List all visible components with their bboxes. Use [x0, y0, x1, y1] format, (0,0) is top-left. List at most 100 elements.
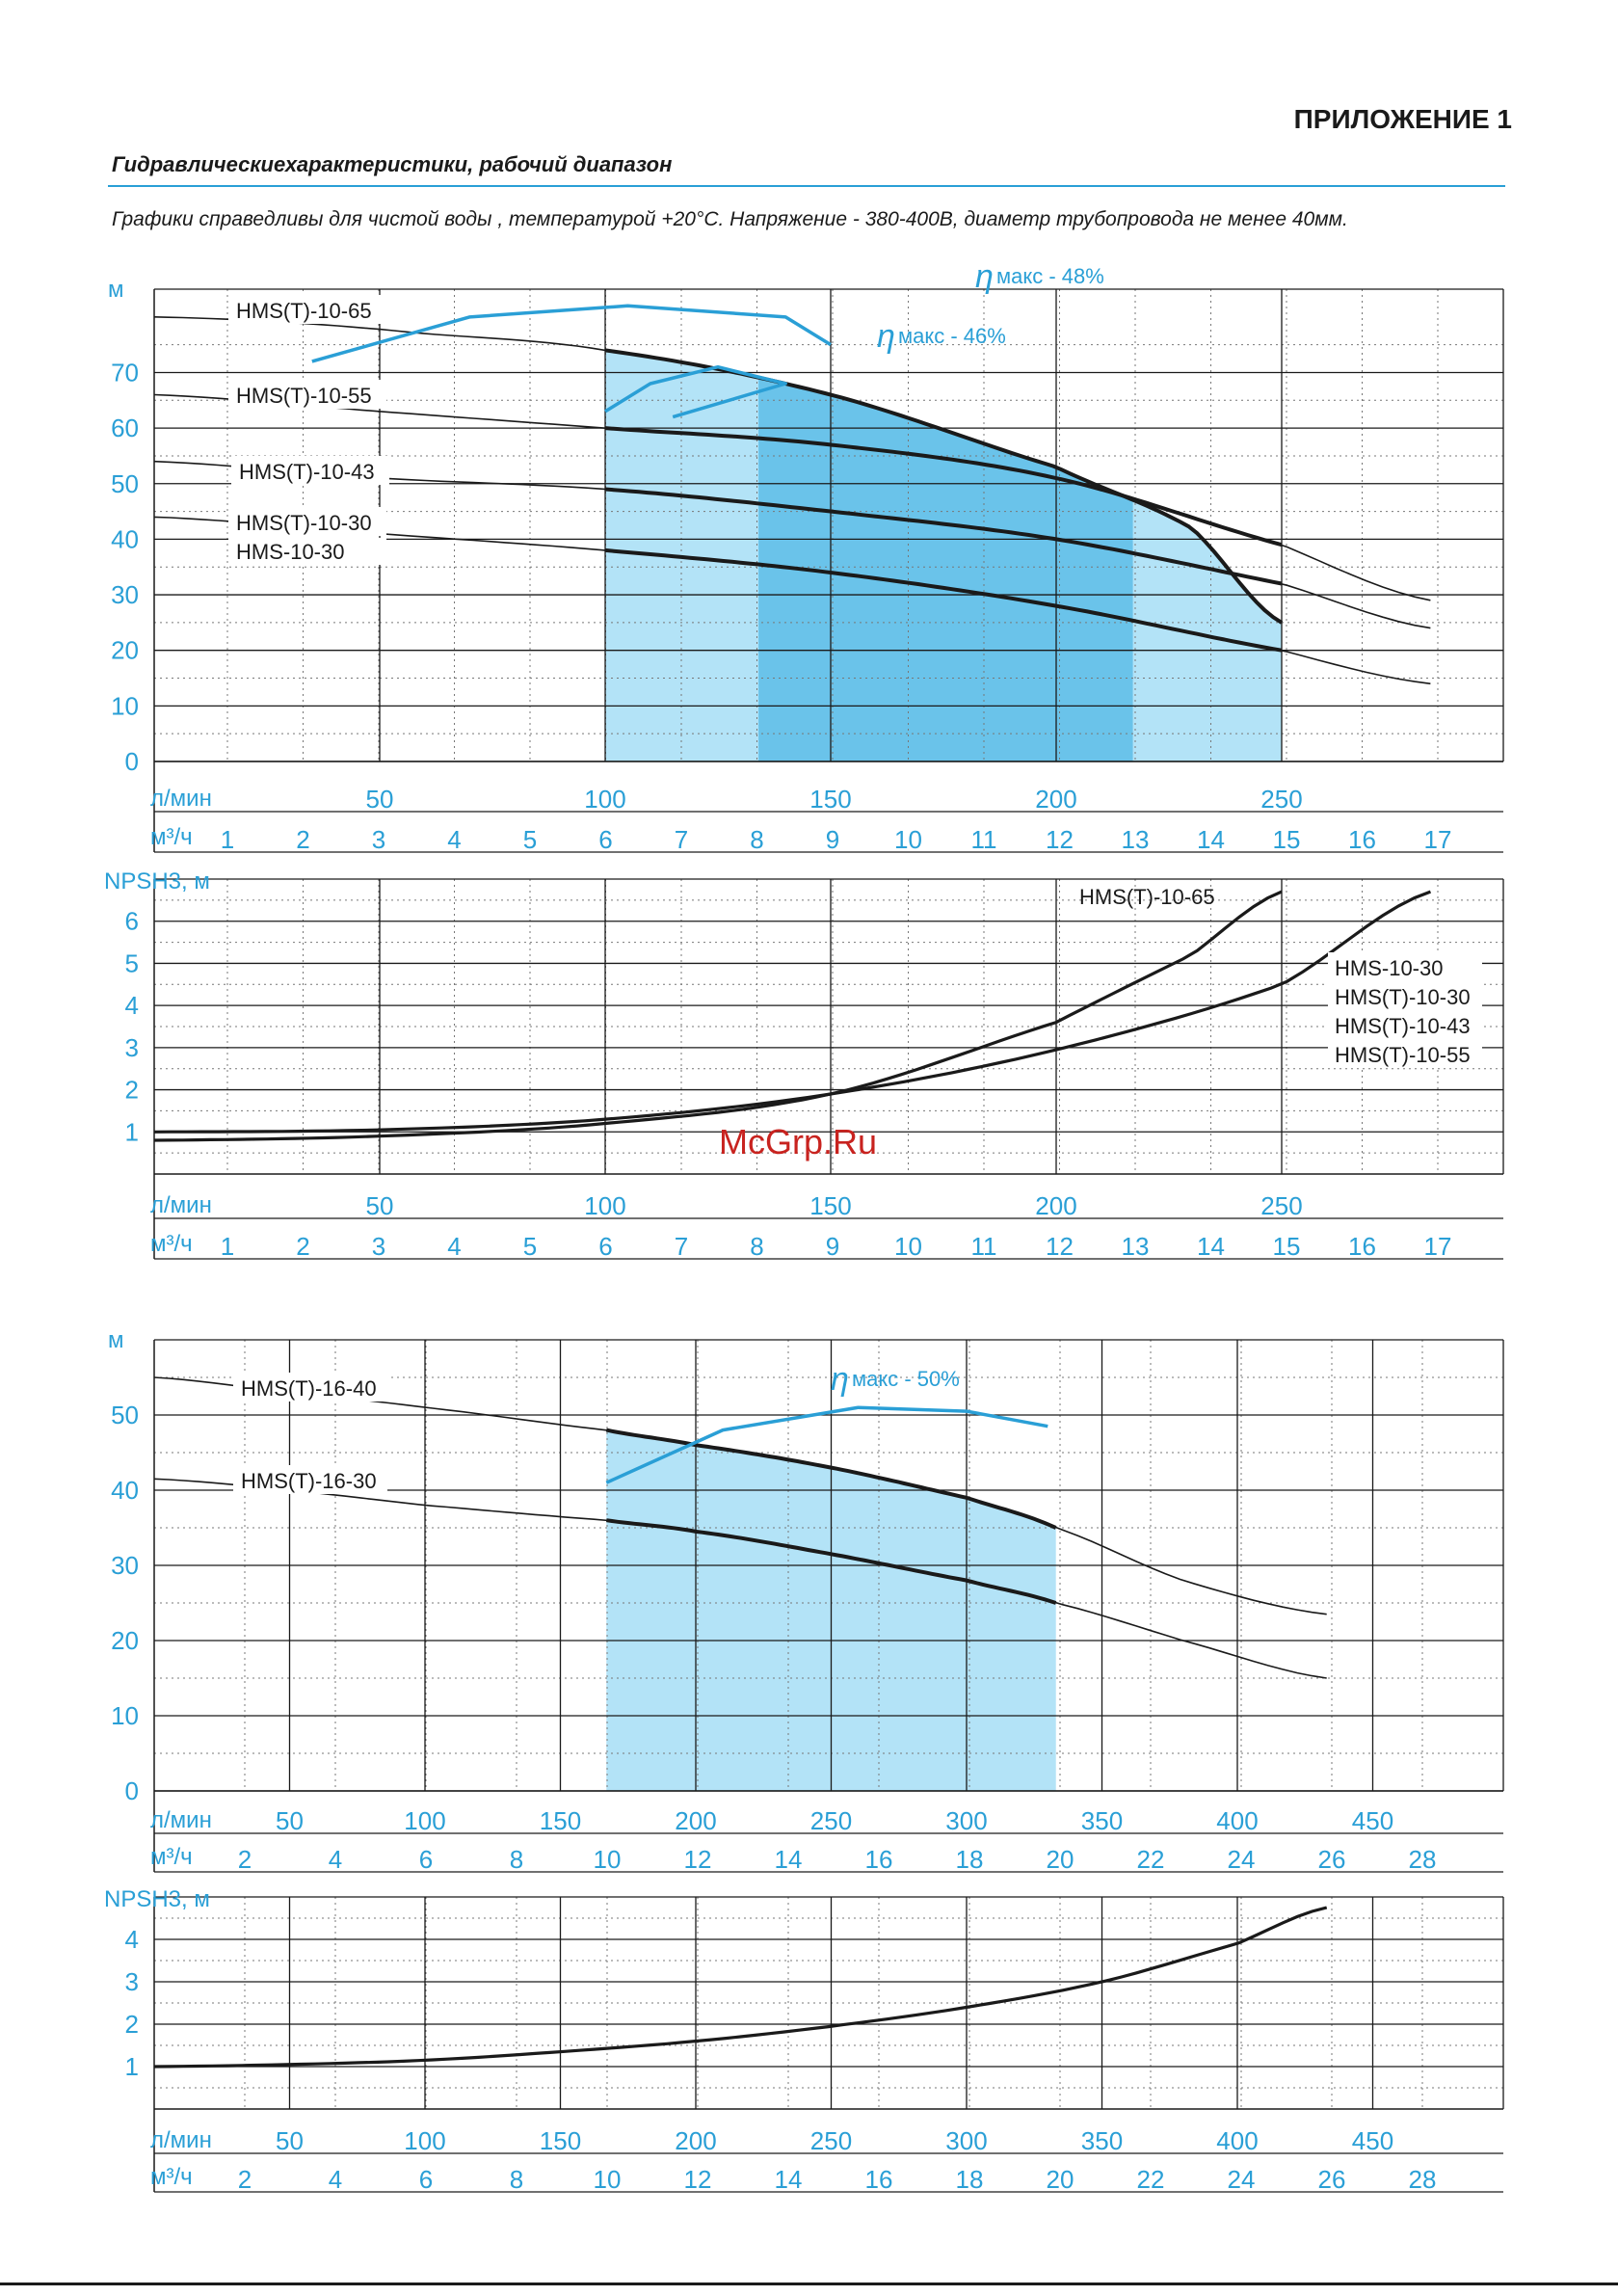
x2-tick-label: 4	[329, 1845, 342, 1874]
x-tick-label: 350	[1081, 1806, 1123, 1835]
x-tick-label: 50	[366, 1191, 394, 1220]
x-tick-label: 150	[809, 1191, 851, 1220]
y-tick-label: 6	[125, 907, 139, 936]
title-rule	[108, 185, 1505, 187]
y-tick-label: 60	[111, 414, 139, 442]
page-bottom-line	[0, 2283, 1618, 2285]
x2-tick-label: 24	[1228, 1845, 1256, 1874]
series-label: HMS(T)-16-40	[241, 1376, 377, 1401]
x-axis-label: л/мин	[150, 1807, 212, 1833]
y-tick-label: 30	[111, 580, 139, 609]
x-tick-label: 450	[1352, 2126, 1393, 2155]
y-tick-label: 5	[125, 948, 139, 977]
y-axis-label: NPSH3, м	[104, 868, 210, 894]
series-label: HMS(T)-10-43	[239, 460, 375, 484]
series-label-bg	[228, 380, 386, 409]
y-axis-label: NPSH3, м	[104, 1886, 210, 1912]
x-tick-label: 100	[584, 1191, 625, 1220]
y-axis-label: м	[108, 1327, 124, 1353]
efficiency-curve	[604, 364, 787, 419]
x2-tick-label: 7	[675, 1232, 688, 1261]
series-label-bg	[233, 1373, 387, 1402]
y-tick-label: 1	[125, 1117, 139, 1146]
efficiency-label-symbol: η	[831, 1361, 849, 1398]
series-label-bg	[1328, 952, 1482, 981]
y-tick-label: 2	[125, 1076, 139, 1105]
efficiency-curve	[605, 1405, 1048, 1484]
series-label-bg	[1328, 1039, 1482, 1068]
x2-tick-label: 14	[1197, 825, 1225, 854]
x-tick-label: 200	[675, 1806, 716, 1835]
series-label-bg	[228, 507, 386, 536]
series-label-bg	[228, 295, 386, 324]
x-tick-label: 50	[276, 1806, 304, 1835]
series-label: HMS-10-30	[1335, 956, 1443, 980]
x-tick-label: 300	[945, 1806, 987, 1835]
series-label: HMS(T)-10-55	[1335, 1043, 1471, 1067]
x-axis-label: л/мин	[150, 786, 212, 812]
series-line-operating	[604, 487, 1283, 586]
x2-tick-label: 16	[865, 2165, 893, 2194]
x2-tick-label: 24	[1228, 2165, 1256, 2194]
y-tick-label: 50	[111, 469, 139, 498]
y-tick-label: 2	[125, 2010, 139, 2039]
chart-c4	[153, 1896, 1504, 2193]
series-label: HMS(T)-10-65	[1079, 885, 1215, 909]
x2-tick-label: 16	[865, 1845, 893, 1874]
y-tick-label: 10	[111, 691, 139, 720]
x-tick-label: 200	[1035, 1191, 1076, 1220]
x-tick-label: 50	[276, 2126, 304, 2155]
x2-axis-label: м³/ч	[150, 1844, 193, 1870]
x2-tick-label: 26	[1318, 1845, 1346, 1874]
x-tick-label: 300	[945, 2126, 987, 2155]
efficiency-label-symbol: η	[877, 318, 895, 355]
x2-tick-label: 8	[750, 1232, 763, 1261]
series-label-bg	[233, 1465, 387, 1494]
x2-tick-label: 8	[510, 1845, 523, 1874]
x-tick-label: 150	[540, 1806, 581, 1835]
efficiency-label-symbol: η	[975, 258, 994, 295]
x2-tick-label: 12	[1046, 825, 1074, 854]
x-tick-label: 150	[540, 2126, 581, 2155]
x2-tick-label: 2	[296, 1232, 309, 1261]
y-tick-label: 4	[125, 1925, 139, 1954]
series-line-operating	[604, 426, 1283, 547]
y-tick-label: 10	[111, 1701, 139, 1730]
y-tick-label: 70	[111, 358, 139, 387]
x2-tick-label: 14	[775, 1845, 803, 1874]
x2-tick-label: 9	[826, 825, 839, 854]
y-tick-label: 4	[125, 991, 139, 1020]
y-tick-label: 20	[111, 636, 139, 665]
x-tick-label: 100	[584, 785, 625, 814]
x-tick-label: 350	[1081, 2126, 1123, 2155]
series-line	[153, 891, 1431, 1134]
x-tick-label: 250	[1260, 1191, 1302, 1220]
series-label: HMS(T)-10-65	[236, 299, 372, 323]
x2-tick-label: 6	[598, 1232, 612, 1261]
y-axis-label: м	[108, 277, 124, 303]
x2-tick-label: 10	[894, 825, 922, 854]
x-tick-label: 250	[1260, 785, 1302, 814]
x-tick-label: 100	[404, 1806, 445, 1835]
series-label-bg	[1328, 981, 1482, 1010]
x-tick-label: 400	[1216, 1806, 1258, 1835]
x2-tick-label: 18	[956, 2165, 984, 2194]
series-line-npsh	[153, 890, 1431, 1134]
x2-tick-label: 28	[1409, 1845, 1437, 1874]
y-tick-label: 0	[125, 747, 139, 776]
x2-tick-label: 15	[1273, 1232, 1301, 1261]
page-subtitle: Графики справедливы для чистой воды , те…	[112, 208, 1348, 230]
y-tick-label: 1	[125, 2052, 139, 2081]
watermark: McGrp.Ru	[719, 1122, 878, 1161]
x2-axis-label: м³/ч	[150, 1231, 193, 1257]
y-tick-label: 20	[111, 1626, 139, 1655]
y-tick-label: 50	[111, 1401, 139, 1429]
x2-tick-label: 6	[419, 2165, 433, 2194]
y-tick-label: 30	[111, 1551, 139, 1580]
series-label: HMS(T)-10-55	[236, 384, 372, 408]
x2-tick-label: 13	[1122, 825, 1150, 854]
x2-tick-label: 16	[1348, 825, 1376, 854]
y-tick-label: 40	[111, 524, 139, 553]
section-title: Гидравлическиехарактеристики, рабочий ди…	[112, 152, 673, 176]
